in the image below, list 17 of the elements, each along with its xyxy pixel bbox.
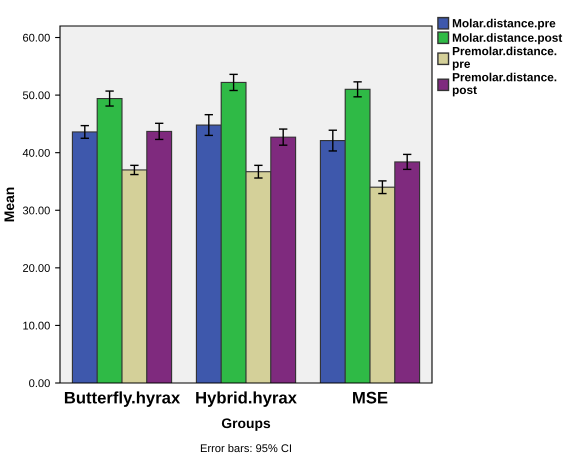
y-tick-label: 50.00 — [22, 91, 50, 100]
legend-label: Premolar.distance. post — [452, 72, 556, 96]
x-tick-label: Hybrid.hyrax — [196, 391, 297, 407]
y-tick-label: 0.00 — [29, 379, 50, 388]
x-tick-label: Butterfly.hyrax — [64, 391, 180, 407]
y-axis-title: Mean — [4, 188, 14, 222]
y-tick-label: 40.00 — [22, 148, 50, 157]
legend-label: Molar.distance.pre — [452, 18, 556, 30]
legend-label: Premolar.distance. pre — [452, 46, 556, 70]
x-axis-title: Groups — [222, 418, 270, 431]
text: Error bars: 95% CI — [200, 444, 291, 452]
x-tick-label: MSE — [353, 392, 388, 404]
y-tick-label: 20.00 — [23, 264, 50, 272]
y-tick-label: 10.00 — [23, 322, 50, 330]
legend-label: Molar.distance.post — [452, 33, 562, 44]
y-tick-label: 30.00 — [22, 206, 50, 214]
y-tick-label: 60.00 — [23, 34, 50, 42]
